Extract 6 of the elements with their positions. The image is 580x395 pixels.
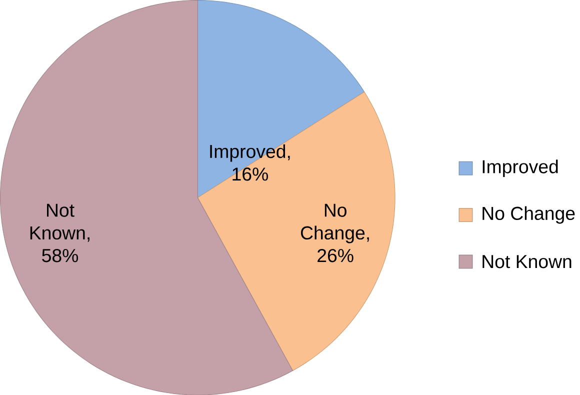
legend-label: Not Known	[482, 255, 572, 268]
data-label: No Change, 26%	[300, 204, 369, 262]
data-label: Not Known, 58%	[30, 204, 90, 262]
legend-label: Improved	[482, 159, 558, 177]
legend-label: No Change	[482, 206, 575, 224]
data-label: Improved, 16%	[210, 144, 290, 181]
